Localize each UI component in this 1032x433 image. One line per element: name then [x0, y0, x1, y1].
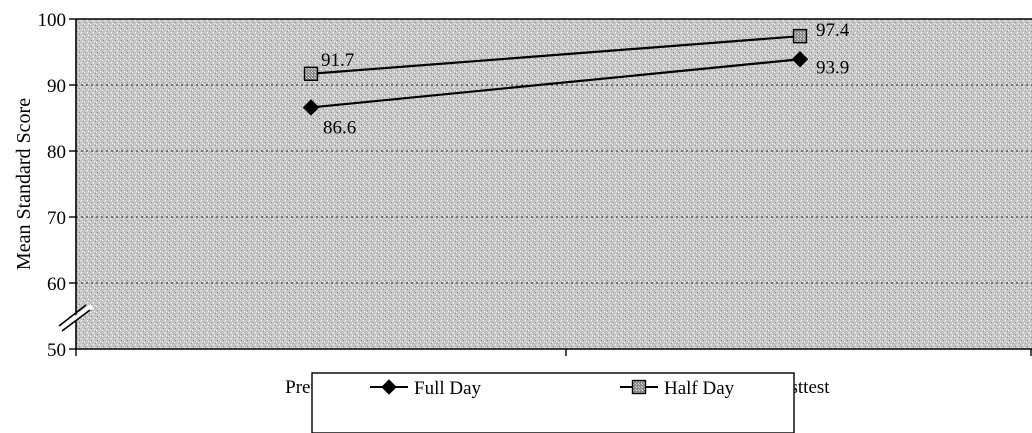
data-label: 93.9: [816, 57, 849, 78]
axes: [69, 18, 1032, 356]
legend-entry-half-day: Half Day: [620, 378, 735, 399]
legend: Full Day Half Day: [311, 372, 795, 433]
plot-area: [76, 19, 1032, 349]
y-axis-title: Mean Standard Score: [13, 98, 35, 270]
y-tick-label: 80: [47, 142, 66, 163]
axis-break-marker: [56, 304, 94, 334]
series-line-full-day: [310, 58, 801, 109]
legend-entry-full-day: Full Day: [370, 378, 482, 399]
series-lines: [310, 35, 801, 109]
y-tick-label: 100: [38, 10, 67, 31]
point-marker: [303, 66, 319, 81]
point-marker: [792, 28, 808, 44]
y-tick-label: 90: [47, 76, 66, 97]
legend-label: Half Day: [664, 378, 735, 399]
legend-marker: [631, 379, 647, 395]
legend-marker: [381, 379, 397, 395]
data-label: 91.7: [321, 50, 354, 71]
y-tick-label: 50: [47, 340, 66, 361]
y-tick-labels: 50 60 70 80 90 100: [38, 10, 67, 361]
gridlines: [76, 18, 1032, 284]
data-labels: 86.6 93.9 91.7 97.4: [321, 20, 850, 138]
y-tick-label: 60: [47, 274, 66, 295]
point-marker: [791, 51, 809, 68]
legend-label: Full Day: [414, 378, 482, 399]
series-markers: [302, 28, 809, 116]
series-line-half-day: [310, 35, 801, 75]
data-label: 97.4: [816, 20, 850, 41]
point-marker: [302, 99, 320, 116]
y-tick-label: 70: [47, 208, 66, 229]
data-label: 86.6: [323, 117, 356, 138]
